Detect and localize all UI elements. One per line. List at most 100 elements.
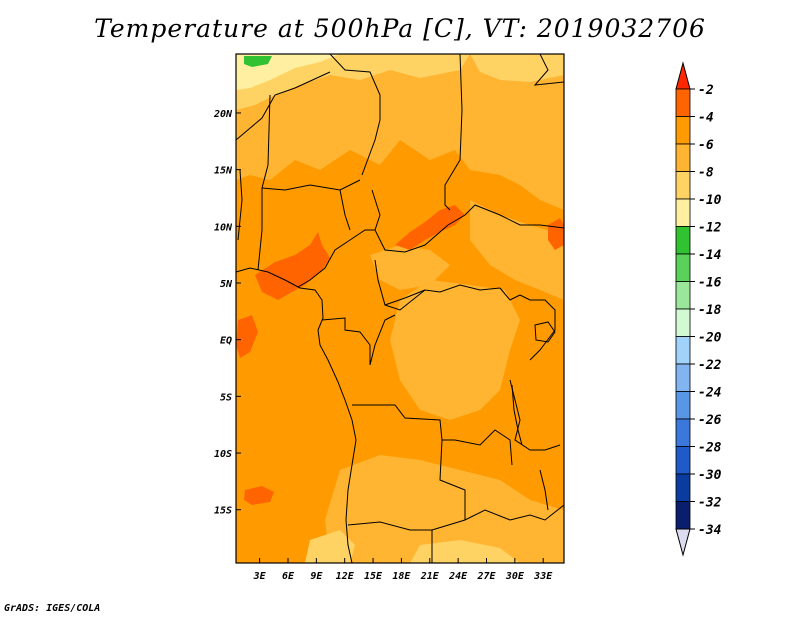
- border-zambia-south: [431, 509, 511, 531]
- lat-tick-label: 10N: [214, 222, 233, 233]
- colorbar-label: -34: [698, 523, 722, 538]
- border-tanzania: [509, 379, 561, 451]
- colorbar-label: -2: [698, 83, 714, 98]
- field-cool-congo-2: [370, 245, 450, 290]
- border-mali: [261, 94, 271, 189]
- lon-tick-label: 9E: [310, 571, 323, 582]
- border-nigeria-east: [339, 189, 351, 231]
- border-niger-nigeria: [261, 179, 361, 191]
- border-benin: [257, 188, 263, 271]
- colorbar-swatch: [675, 143, 691, 172]
- colorbar-label: -6: [698, 138, 714, 153]
- lat-tick-label: 20N: [213, 109, 233, 120]
- temperature-field: [236, 54, 564, 563]
- border-chad-car: [371, 189, 449, 253]
- colorbar-swatch: [675, 198, 691, 227]
- lon-tick-label: 21E: [420, 571, 440, 582]
- lat-tick-label: EQ: [220, 336, 232, 347]
- border-east-africa: [519, 294, 556, 361]
- colorbar-label: -14: [698, 248, 722, 263]
- field-cool-north: [236, 54, 564, 210]
- colorbar-label: -12: [698, 221, 722, 236]
- colorbar-swatch: [675, 363, 691, 392]
- longitude-axis: 3E 6E 9E 12E 15E 18E 21E 24E 27E 30E 33E: [253, 558, 553, 582]
- border-mozambique: [509, 504, 564, 521]
- lon-tick-label: 12E: [336, 571, 355, 582]
- lake-victoria: [534, 321, 556, 343]
- colorbar-swatch: [675, 308, 691, 337]
- footer-credit: GrADS: IGES/COLA: [4, 603, 101, 614]
- colorbar-label: -22: [698, 358, 722, 373]
- colorbar-swatch: [675, 281, 691, 310]
- colorbar-swatch: [675, 446, 691, 475]
- border-angola-drc: [352, 404, 455, 441]
- lake-malawi: [539, 469, 549, 511]
- colorbar-swatch: [675, 226, 691, 255]
- colorbar-label: -8: [698, 166, 714, 181]
- border-niger: [236, 71, 331, 141]
- lon-tick-label: 33E: [533, 571, 553, 582]
- lat-tick-label: 10S: [214, 449, 232, 460]
- field-warm-1: [255, 232, 330, 300]
- lon-tick-label: 27E: [476, 571, 496, 582]
- border-zambia-drc: [454, 429, 513, 466]
- field-cool-east: [470, 200, 564, 300]
- colorbar-label: -28: [698, 441, 722, 456]
- field-cool-south: [325, 455, 564, 563]
- map-frame: [235, 53, 565, 564]
- colorbar-swatch: [675, 253, 691, 282]
- lon-tick-label: 15E: [364, 571, 383, 582]
- border-ssudan-drc: [499, 287, 521, 301]
- coastline-ne: [533, 54, 564, 86]
- colorbar-swatch: [675, 391, 691, 420]
- lon-tick-label: 24E: [448, 571, 468, 582]
- border-angola-namibia: [347, 521, 432, 531]
- field-cool-south-3: [410, 540, 520, 563]
- colorbar-swatch: [675, 336, 691, 365]
- lat-tick-label: 15N: [214, 166, 233, 177]
- border-congo-drc: [369, 314, 396, 366]
- border-car-drc: [384, 284, 501, 311]
- colorbar-label: -26: [698, 413, 722, 428]
- lon-tick-label: 30E: [505, 571, 525, 582]
- border-libya-chad: [329, 54, 381, 176]
- border-sudan-ssudan: [447, 204, 564, 229]
- border-chad-sudan: [444, 54, 463, 211]
- colorbar-label: -32: [698, 496, 722, 511]
- lat-tick-label: 5S: [220, 392, 232, 403]
- colorbar-label: -4: [698, 111, 714, 126]
- lon-tick-label: 18E: [392, 571, 411, 582]
- colorbar-label: -20: [698, 331, 722, 346]
- lat-tick-label: 15S: [214, 506, 232, 517]
- colorbar-label: -30: [698, 468, 722, 483]
- field-warm-3: [236, 315, 258, 358]
- field-cool-south-2: [305, 530, 355, 563]
- colorbar-label: -18: [698, 303, 722, 318]
- lon-tick-label: 3E: [253, 571, 267, 582]
- field-warm-2: [395, 205, 465, 250]
- colorbar: -2 -4 -6 -8 -10 -12 -14 -16 -18 -20 -22 -24 -26 -28 -3…: [675, 61, 722, 557]
- field-warm-4: [244, 486, 274, 505]
- colorbar-top-arrow: [675, 61, 691, 90]
- colorbar-bottom-arrow: [675, 528, 691, 557]
- colorbar-label: -16: [698, 276, 722, 291]
- lon-tick-label: 6E: [282, 571, 295, 582]
- colorbar-swatch: [675, 88, 691, 117]
- colorbar-swatch: [675, 501, 691, 530]
- colorbar-swatch: [675, 171, 691, 200]
- colorbar-swatch: [675, 116, 691, 145]
- colorbar-swatch: [675, 418, 691, 447]
- map-title: Temperature at 500hPa [C], VT: 201903270…: [94, 14, 706, 43]
- field-cold-patch: [244, 56, 272, 67]
- lat-tick-label: 5N: [220, 279, 233, 290]
- colorbar-swatch: [675, 473, 691, 502]
- field-cool-congo: [390, 280, 520, 420]
- border-angola-zambia: [439, 439, 466, 520]
- lake-tanganyika: [511, 384, 523, 446]
- colorbar-label: -10: [698, 193, 722, 208]
- colorbar-label: -24: [698, 386, 722, 401]
- coastline-west: [236, 267, 357, 563]
- border-gabon-congo: [321, 317, 371, 365]
- latitude-axis: 20N 15N 10N 5N EQ 5S 10S 15S: [213, 109, 241, 517]
- border-nigeria-cameroon: [297, 229, 375, 288]
